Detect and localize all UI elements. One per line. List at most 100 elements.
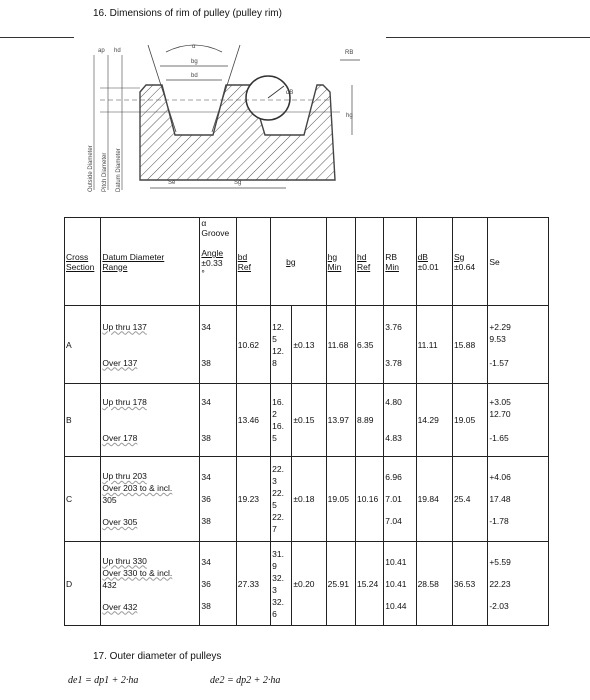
bg-part: 6 xyxy=(272,608,277,619)
header-se: Se xyxy=(487,217,549,306)
cell-hg: 19.05 xyxy=(325,456,356,542)
cell-bg: 31. 9 32. 3 32. 6 xyxy=(270,541,293,626)
range-line: Over 330 to & incl. xyxy=(102,567,173,578)
rim-profile xyxy=(139,84,336,181)
formula-de2: de2 = dp2 + 2·ha xyxy=(210,675,281,686)
cell-se: +5.59 22.23 -2.03 xyxy=(487,541,549,626)
bg-part: 22. xyxy=(272,464,284,474)
label-ap: ap xyxy=(98,48,105,54)
cell-bg: 16. 2 16. 5 xyxy=(270,383,293,457)
header-datum-diameter: Datum Diameter xyxy=(102,251,165,262)
header-db: dB ±0.01 xyxy=(415,217,453,306)
cell-db: 14.29 xyxy=(415,383,453,457)
cell-bg-tol: ±0.18 xyxy=(291,456,327,542)
label-Sg: Sg xyxy=(234,180,241,186)
range-line: Over 432 xyxy=(102,601,138,612)
se-value: -1.78 xyxy=(489,516,509,526)
header-angle-mark: ° xyxy=(201,268,205,278)
cell-bg-tol: ±0.15 xyxy=(291,383,327,457)
header-cross-section: Cross Section xyxy=(63,217,102,306)
range-line: 305 xyxy=(102,495,117,505)
cell-hd: 6.35 xyxy=(354,305,385,384)
rb-value: 4.83 xyxy=(385,433,402,443)
bg-part: 16. xyxy=(272,397,284,407)
rb-value: 6.96 xyxy=(385,472,402,482)
bg-part: 5 xyxy=(272,433,277,443)
header-bd: bd Ref xyxy=(235,217,272,306)
bg-part: 7 xyxy=(272,524,277,534)
label-Se: Se xyxy=(168,180,176,186)
angle-value: 34 xyxy=(201,472,211,482)
bg-part: 2 xyxy=(272,409,277,419)
bg-part: 3 xyxy=(272,476,277,486)
cell-sg: 15.88 xyxy=(451,305,489,384)
table-row-a: A Up thru 137 Over 137 34 38 10.62 12. 5… xyxy=(63,305,549,384)
cell-range: Up thru 203 Over 203 to & incl. 305 Over… xyxy=(100,456,201,542)
angle-value: 36 xyxy=(201,494,211,504)
bg-part: 5 xyxy=(272,500,277,510)
se-value: 12.70 xyxy=(489,409,511,419)
cell-db: 28.58 xyxy=(415,541,453,626)
angle-value: 34 xyxy=(201,397,211,407)
range-line: Up thru 330 xyxy=(102,555,147,566)
header-bg: bg xyxy=(270,217,327,306)
header-hd-label: hd xyxy=(356,251,367,262)
cell-angle: 34 36 38 xyxy=(199,456,237,542)
range-line: Up thru 137 xyxy=(102,321,147,332)
cell-hd: 8.89 xyxy=(354,383,385,457)
rb-value: 10.44 xyxy=(385,600,407,611)
cell-section: B xyxy=(63,383,102,457)
header-rb: RB Min xyxy=(383,217,417,306)
divider-right xyxy=(386,37,590,38)
se-value: -1.65 xyxy=(489,433,509,443)
table-row-d: D Up thru 330 Over 330 to & incl. 432 Ov… xyxy=(63,541,549,626)
rb-value: 7.01 xyxy=(385,494,402,504)
header-hd-ref: Ref xyxy=(356,261,371,272)
cell-hd: 15.24 xyxy=(354,541,385,626)
rb-value: 10.41 xyxy=(385,556,407,567)
se-value: 17.48 xyxy=(489,494,511,504)
cell-se: +2.29 9.53 -1.57 xyxy=(487,305,549,384)
se-value: 22.23 xyxy=(489,578,511,589)
label-RB: RB xyxy=(345,50,353,56)
bg-part: 3 xyxy=(272,584,277,595)
table-row-b: B Up thru 178 Over 178 34 38 13.46 16. 2… xyxy=(63,383,549,457)
cell-sg: 36.53 xyxy=(451,541,489,626)
cell-db: 19.84 xyxy=(415,456,453,542)
range-line: Over 178 xyxy=(102,433,138,443)
label-hd: hd xyxy=(114,48,121,54)
header-sg: Sg ±0.64 xyxy=(451,217,489,306)
header-groove-angle: α Groove Angle ±0.33 ° xyxy=(199,217,237,306)
cell-section: A xyxy=(63,305,102,384)
cell-bg: 22. 3 22. 5 22. 7 xyxy=(270,456,293,542)
bg-part: 31. xyxy=(272,548,284,559)
range-line: Over 137 xyxy=(102,357,138,368)
cell-angle: 34 36 38 xyxy=(199,541,237,626)
rb-value: 4.80 xyxy=(385,397,402,407)
divider-left xyxy=(0,37,74,38)
cell-hg: 13.97 xyxy=(325,383,356,457)
angle-value: 38 xyxy=(201,433,211,443)
bg-part: 12. xyxy=(272,321,284,332)
angle-value: 34 xyxy=(201,321,211,332)
header-section: Section xyxy=(66,261,95,272)
header-sg-label: Sg xyxy=(453,251,465,262)
cell-se: +4.06 17.48 -1.78 xyxy=(487,456,549,542)
cell-section: D xyxy=(63,541,102,626)
section-heading-16: 16. Dimensions of rim of pulley (pulley … xyxy=(93,8,282,19)
label-alpha: α xyxy=(192,44,196,50)
bg-part: 16. xyxy=(272,421,284,431)
bg-part: 12. xyxy=(272,345,284,356)
header-hg-min: Min xyxy=(327,261,342,272)
rb-value: 3.76 xyxy=(385,321,402,332)
se-value: +5.59 xyxy=(489,556,511,567)
angle-value: 34 xyxy=(201,556,211,567)
cell-sg: 19.05 xyxy=(451,383,489,457)
cell-bg-tol: ±0.13 xyxy=(291,305,327,384)
angle-value: 38 xyxy=(201,516,211,526)
se-value: +4.06 xyxy=(489,472,511,482)
bg-part: 22. xyxy=(272,488,284,498)
angle-value: 38 xyxy=(201,357,211,368)
header-cross: Cross xyxy=(66,251,89,262)
cell-hg: 11.68 xyxy=(325,305,356,384)
